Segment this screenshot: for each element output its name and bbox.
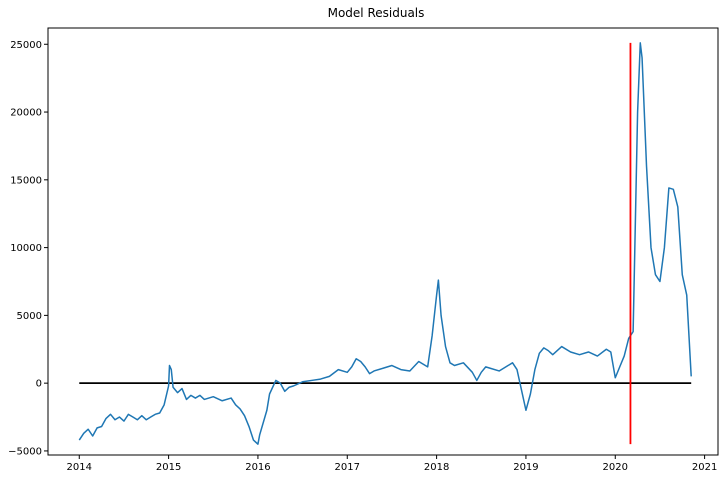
chart-title: Model Residuals (328, 6, 425, 20)
x-tick-label: 2016 (245, 462, 270, 473)
x-tick-label: 2017 (335, 462, 360, 473)
axes-frame (47, 27, 719, 456)
x-tick-label: 2021 (692, 462, 717, 473)
y-tick-label: 20000 (10, 108, 42, 119)
x-tick-label: 2020 (603, 462, 628, 473)
y-tick-label: 5000 (17, 311, 42, 322)
y-tick-label: 25000 (10, 40, 42, 51)
x-tick-label: 2018 (424, 462, 449, 473)
y-axis: −5000 0 5000 10000 15000 20000 25000 (8, 40, 48, 457)
y-tick-label: 10000 (10, 243, 42, 254)
x-tick-label: 2014 (67, 462, 92, 473)
x-axis: 2014 2015 2016 2017 2018 2019 2020 2021 (67, 455, 717, 473)
y-tick-label: 0 (36, 379, 42, 390)
y-tick-label: −5000 (8, 446, 42, 457)
plot-area (78, 42, 692, 445)
residuals-line (78, 42, 692, 445)
x-tick-label: 2015 (156, 462, 181, 473)
y-tick-label: 15000 (10, 175, 42, 186)
x-tick-label: 2019 (513, 462, 538, 473)
